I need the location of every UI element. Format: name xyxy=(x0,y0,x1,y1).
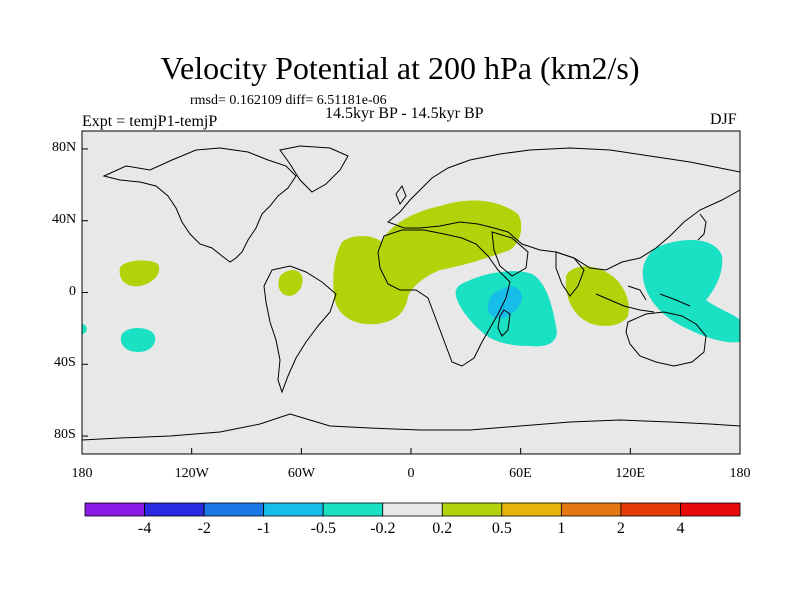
coastline-maritime-continent xyxy=(595,285,691,313)
anomaly-fields xyxy=(82,200,740,352)
colorbar-label: 1 xyxy=(557,520,566,537)
colorbar-label: -1 xyxy=(257,520,271,537)
coastline-africa xyxy=(377,229,511,367)
colorbar-swatch xyxy=(84,502,145,517)
stats-label: rmsd= 0.162109 diff= 6.51181e-06 xyxy=(190,93,387,108)
coastline-arabia xyxy=(491,231,529,277)
negative-anomaly-south-pacific xyxy=(120,328,156,352)
coastline-madagascar xyxy=(497,309,511,337)
negative-anomaly-western-pacific xyxy=(642,240,740,343)
colorbar-label: 4 xyxy=(676,520,685,537)
lon-label: 0 xyxy=(407,466,415,481)
colorbar-label: 2 xyxy=(616,520,625,537)
positive-anomaly-indian-ocean xyxy=(565,266,629,326)
positive-anomaly-central-pacific xyxy=(119,260,160,287)
colorbar-label: -4 xyxy=(138,520,152,537)
lon-label: 60W xyxy=(287,466,316,481)
negative-anomaly-madagascar-core xyxy=(487,286,522,319)
coastline-greenland xyxy=(279,145,349,193)
lon-label: 120E xyxy=(615,466,645,481)
coastline-japan xyxy=(697,213,707,241)
colorbar-swatch xyxy=(680,502,741,517)
coastline-australia xyxy=(625,311,707,367)
positive-anomaly-south-america xyxy=(278,270,303,296)
lon-label: 120W xyxy=(174,466,209,481)
coastline-antarctica xyxy=(81,413,741,441)
coastline-north-america xyxy=(102,147,297,263)
lat-label: 0 xyxy=(69,283,76,299)
colorbar-label: -2 xyxy=(197,520,211,537)
coastline-eurasia xyxy=(387,147,741,271)
experiment-label: Expt = temjP1-temjP xyxy=(82,113,218,130)
colorbar-swatch xyxy=(144,502,205,517)
plot-title: Velocity Potential at 200 hPa (km2/s) xyxy=(160,50,640,86)
lon-label: 60E xyxy=(509,466,532,481)
positive-anomaly-north-africa xyxy=(333,200,522,325)
colorbar-swatch xyxy=(620,502,681,517)
colorbar-swatch xyxy=(203,502,265,517)
coastlines xyxy=(81,145,741,441)
colorbar xyxy=(84,502,741,517)
longitude-ticks xyxy=(81,448,741,454)
lat-label: 80S xyxy=(54,427,76,443)
latitude-ticks xyxy=(82,148,88,437)
colorbar-swatch xyxy=(382,502,443,517)
lat-label: 80N xyxy=(52,139,77,155)
negative-anomaly-west-edge xyxy=(82,324,87,334)
period-label: 14.5kyr BP - 14.5kyr BP xyxy=(325,105,484,122)
lon-label: 180 xyxy=(71,466,93,481)
lat-label: 40S xyxy=(54,355,76,371)
coastline-south-america xyxy=(263,265,337,394)
coastline-uk xyxy=(395,184,407,206)
colorbar-label: 0.2 xyxy=(432,520,453,537)
map-background xyxy=(82,131,740,454)
colorbar-label: 0.5 xyxy=(491,520,512,537)
colorbar-swatch xyxy=(441,502,503,517)
lat-label: 40N xyxy=(52,211,77,227)
coastline-india xyxy=(555,251,585,297)
colorbar-label: -0.2 xyxy=(370,520,396,537)
colorbar-swatch xyxy=(322,502,384,517)
season-label: DJF xyxy=(710,111,737,128)
lon-label: 180 xyxy=(729,466,751,481)
colorbar-swatch xyxy=(560,502,622,517)
colorbar-swatch xyxy=(263,502,324,517)
colorbar-label: -0.5 xyxy=(310,520,336,537)
colorbar-swatch xyxy=(501,502,562,517)
